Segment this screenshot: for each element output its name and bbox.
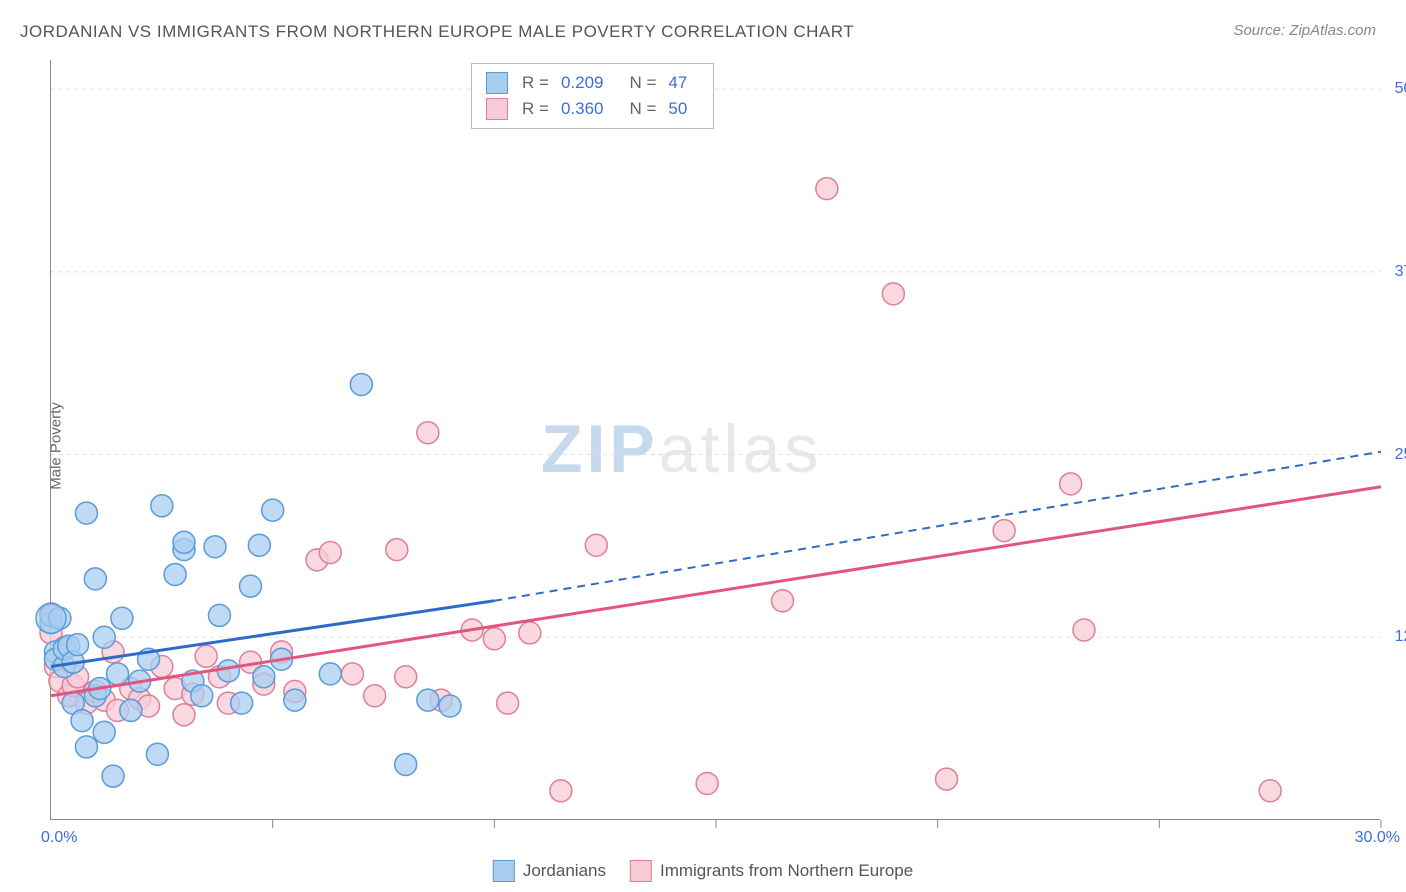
legend-label-immigrants: Immigrants from Northern Europe <box>660 861 913 881</box>
scatter-svg <box>51 60 1380 819</box>
r-label: R = <box>522 99 549 119</box>
legend-item-jordanians: Jordanians <box>493 860 606 882</box>
n-value: 47 <box>668 73 687 93</box>
bottom-legend: Jordanians Immigrants from Northern Euro… <box>493 860 913 882</box>
y-tick-label: 50.0% <box>1385 80 1406 98</box>
r-label: R = <box>522 73 549 93</box>
legend-swatch-jordanians <box>493 860 515 882</box>
r-value: 0.209 <box>561 73 604 93</box>
legend-item-immigrants: Immigrants from Northern Europe <box>630 860 913 882</box>
stats-row-jordanians: R = 0.209 N = 47 <box>486 70 699 96</box>
chart-plot-area: ZIPatlas R = 0.209 N = 47 R = 0.360 N = … <box>50 60 1380 820</box>
legend-swatch-immigrants <box>630 860 652 882</box>
source-attribution: Source: ZipAtlas.com <box>1233 22 1376 39</box>
n-label: N = <box>629 73 656 93</box>
swatch-jordanians <box>486 72 508 94</box>
chart-title: JORDANIAN VS IMMIGRANTS FROM NORTHERN EU… <box>20 22 854 42</box>
swatch-immigrants <box>486 98 508 120</box>
y-tick-label: 12.5% <box>1385 628 1406 646</box>
n-value: 50 <box>668 99 687 119</box>
n-label: N = <box>629 99 656 119</box>
legend-label-jordanians: Jordanians <box>523 861 606 881</box>
r-value: 0.360 <box>561 99 604 119</box>
stats-row-immigrants: R = 0.360 N = 50 <box>486 96 699 122</box>
x-axis-max-label: 30.0% <box>1355 829 1400 847</box>
x-axis-min-label: 0.0% <box>41 829 77 847</box>
y-tick-label: 25.0% <box>1385 446 1406 464</box>
correlation-stats-box: R = 0.209 N = 47 R = 0.360 N = 50 <box>471 63 714 129</box>
y-tick-label: 37.5% <box>1385 263 1406 281</box>
